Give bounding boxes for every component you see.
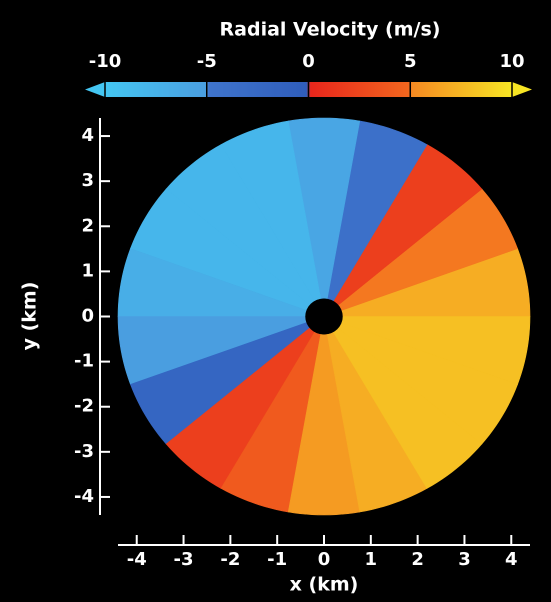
colorbar-tick-label: 0	[302, 51, 315, 72]
x-tick-label: -2	[220, 549, 240, 570]
x-axis-label: x (km)	[290, 574, 359, 596]
y-tick-label: 4	[81, 125, 94, 146]
page: {"chart_data": { "type": "radar-ppi", "c…	[0, 0, 551, 602]
y-tick-label: -2	[74, 396, 94, 417]
y-tick-label: 3	[81, 170, 94, 191]
colorbar-tick-label: -5	[197, 51, 217, 72]
x-tick-label: 4	[505, 549, 518, 570]
y-tick-label: 0	[81, 306, 94, 327]
chart: Radial Velocity (m/s) x (km) y (km) -10-…	[0, 0, 551, 602]
colorbar-tick-label: 10	[499, 51, 524, 72]
x-tick-label: 1	[365, 549, 378, 570]
x-tick-label: -1	[267, 549, 287, 570]
y-tick-label: 1	[81, 260, 94, 281]
y-tick-label: -3	[74, 441, 94, 462]
y-tick-label: -1	[74, 351, 94, 372]
x-tick-label: 0	[318, 549, 331, 570]
colorbar-tick-label: -10	[89, 51, 122, 72]
x-tick-label: 3	[458, 549, 471, 570]
x-tick-label: -3	[174, 549, 194, 570]
x-tick-label: -4	[127, 549, 147, 570]
x-tick-label: 2	[411, 549, 424, 570]
y-tick-label: 2	[81, 215, 94, 236]
colorbar-tick-label: 5	[404, 51, 417, 72]
y-tick-label: -4	[74, 486, 94, 507]
radar-center	[305, 298, 342, 334]
colorbar-title: Radial Velocity (m/s)	[220, 19, 441, 41]
y-axis-label: y (km)	[19, 282, 41, 351]
